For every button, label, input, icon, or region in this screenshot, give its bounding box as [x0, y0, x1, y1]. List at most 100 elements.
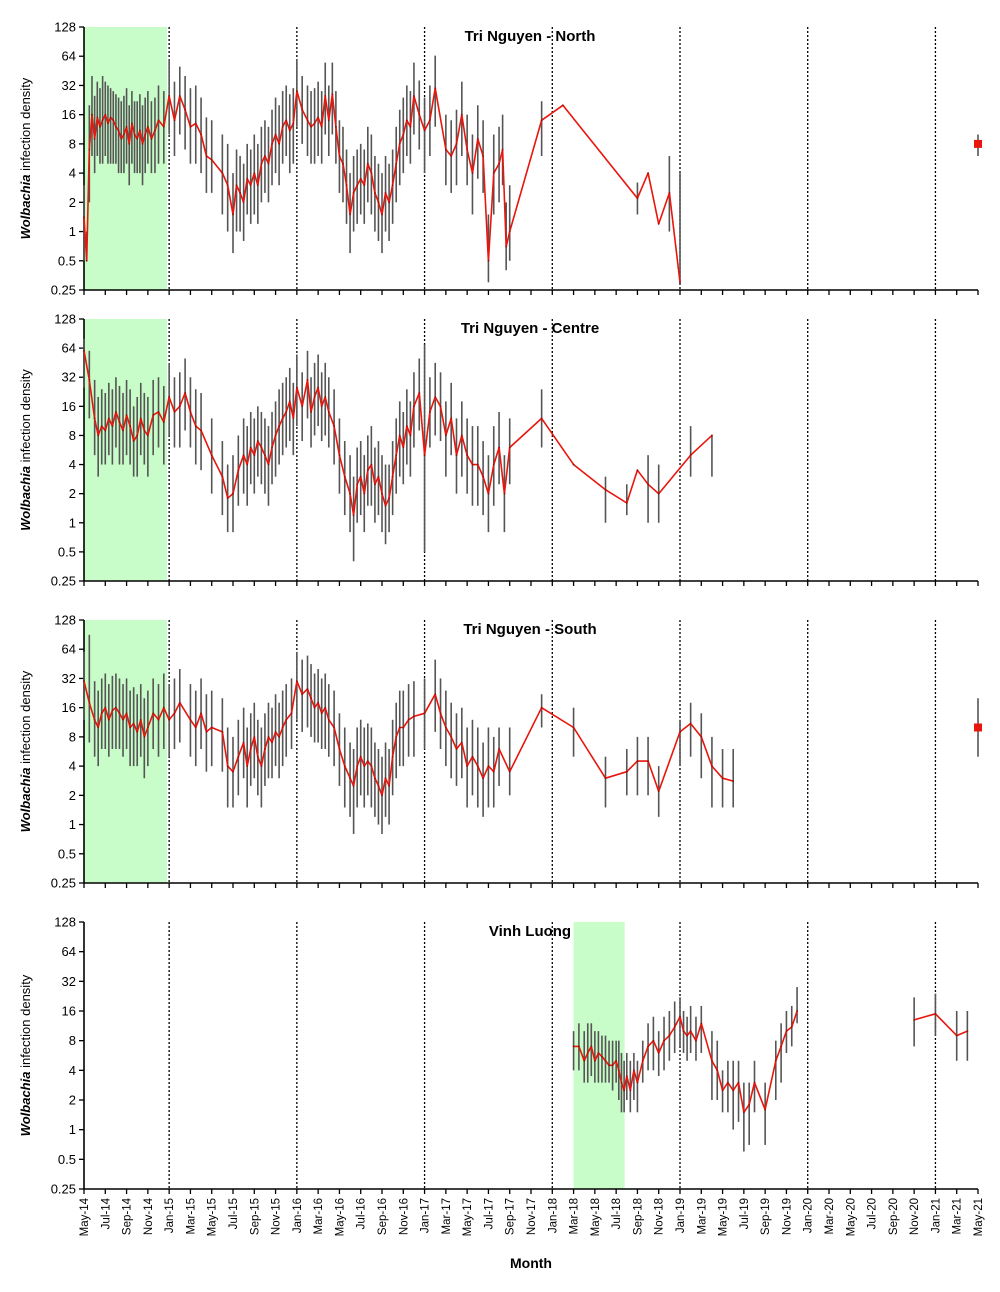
- data-point: [700, 1022, 703, 1025]
- y-tick-label: 64: [62, 944, 76, 959]
- y-axis-label: Wolbachia infection density: [18, 670, 33, 832]
- data-point: [200, 133, 202, 136]
- x-tick-label: May-18: [590, 1198, 602, 1236]
- data-point: [271, 446, 273, 449]
- y-tick-label: 32: [62, 78, 76, 93]
- data-point: [377, 785, 380, 787]
- y-tick-label: 0.25: [51, 876, 76, 891]
- data-point: [395, 162, 398, 165]
- release-period-shading: [84, 27, 168, 290]
- data-point: [118, 712, 121, 715]
- data-point: [221, 172, 224, 175]
- data-point: [301, 108, 304, 111]
- data-point: [274, 133, 277, 136]
- data-point: [374, 777, 376, 780]
- data-point: [320, 405, 323, 408]
- data-point: [349, 492, 351, 495]
- data-point: [256, 440, 259, 442]
- data-point: [210, 454, 213, 457]
- data-point: [711, 434, 713, 437]
- y-axis-label: Wolbachia infection density: [18, 974, 33, 1136]
- data-point: [689, 1030, 692, 1033]
- data-point: [333, 726, 336, 729]
- y-tick-label: 0.25: [51, 1182, 76, 1197]
- data-point: [407, 718, 410, 721]
- data-point: [686, 1034, 688, 1037]
- release-period-shading: [84, 319, 168, 581]
- data-point: [460, 113, 463, 116]
- data-point: [476, 463, 479, 466]
- data-point: [132, 440, 135, 442]
- data-point: [249, 446, 252, 449]
- data-point: [83, 349, 85, 352]
- data-point: [508, 446, 511, 449]
- y-tick-label: 128: [54, 915, 76, 930]
- data-point: [711, 765, 713, 768]
- data-point: [281, 125, 284, 128]
- data-point: [290, 712, 293, 715]
- data-point: [439, 405, 442, 408]
- data-point: [540, 706, 543, 709]
- x-tick-label: Mar-17: [441, 1198, 453, 1234]
- data-point: [226, 765, 229, 768]
- data-point: [395, 454, 398, 457]
- data-point: [487, 259, 490, 262]
- data-point: [785, 1030, 788, 1033]
- data-point: [721, 1089, 724, 1092]
- data-point: [317, 386, 320, 389]
- x-tick-label: Jan-18: [547, 1198, 559, 1233]
- data-point: [292, 122, 295, 125]
- y-tick-label: 0.25: [51, 283, 76, 298]
- data-point: [200, 712, 202, 715]
- data-point: [413, 94, 415, 97]
- data-point: [679, 1015, 681, 1018]
- x-tick-label: Jan-17: [420, 1198, 432, 1233]
- data-point: [267, 162, 270, 165]
- data-point: [125, 712, 128, 715]
- data-point: [138, 129, 141, 132]
- data-point: [384, 504, 387, 507]
- data-point: [143, 735, 146, 738]
- data-point: [498, 748, 500, 750]
- y-tick-label: 32: [62, 671, 76, 686]
- data-point: [345, 184, 348, 187]
- data-point: [476, 138, 479, 140]
- x-axis-label: Month: [510, 1255, 552, 1271]
- data-point: [597, 1052, 600, 1054]
- x-tick-label: Jul-15: [228, 1198, 240, 1229]
- data-point: [271, 741, 273, 744]
- data-point: [726, 1081, 729, 1084]
- data-point: [129, 726, 132, 729]
- data-point: [260, 765, 263, 768]
- data-point: [398, 434, 401, 437]
- data-point: [471, 463, 474, 466]
- data-point: [608, 1064, 610, 1067]
- data-point: [96, 116, 99, 119]
- x-tick-label: May-15: [207, 1198, 219, 1236]
- data-point: [253, 454, 256, 457]
- y-tick-label: 2: [69, 1093, 76, 1108]
- data-point: [418, 113, 421, 116]
- data-point: [88, 379, 91, 381]
- y-tick-label: 4: [69, 759, 76, 774]
- data-point: [482, 475, 485, 478]
- data-point: [115, 411, 117, 413]
- data-point: [349, 777, 351, 780]
- data-point: [295, 680, 298, 683]
- data-point: [162, 125, 165, 128]
- end-point-marker: [974, 723, 982, 732]
- data-point: [366, 162, 369, 165]
- data-point: [292, 417, 295, 420]
- data-point: [780, 1045, 783, 1048]
- data-point: [152, 414, 155, 416]
- data-point: [168, 718, 171, 721]
- x-tick-label: Mar-15: [185, 1198, 197, 1234]
- data-point: [732, 780, 735, 783]
- y-axis-label-rest: infection density: [18, 77, 33, 174]
- data-point: [503, 492, 506, 495]
- data-point: [136, 731, 139, 733]
- data-point: [194, 425, 197, 427]
- data-point: [173, 712, 176, 715]
- data-point: [306, 379, 309, 381]
- x-tick-label: May-19: [718, 1198, 730, 1236]
